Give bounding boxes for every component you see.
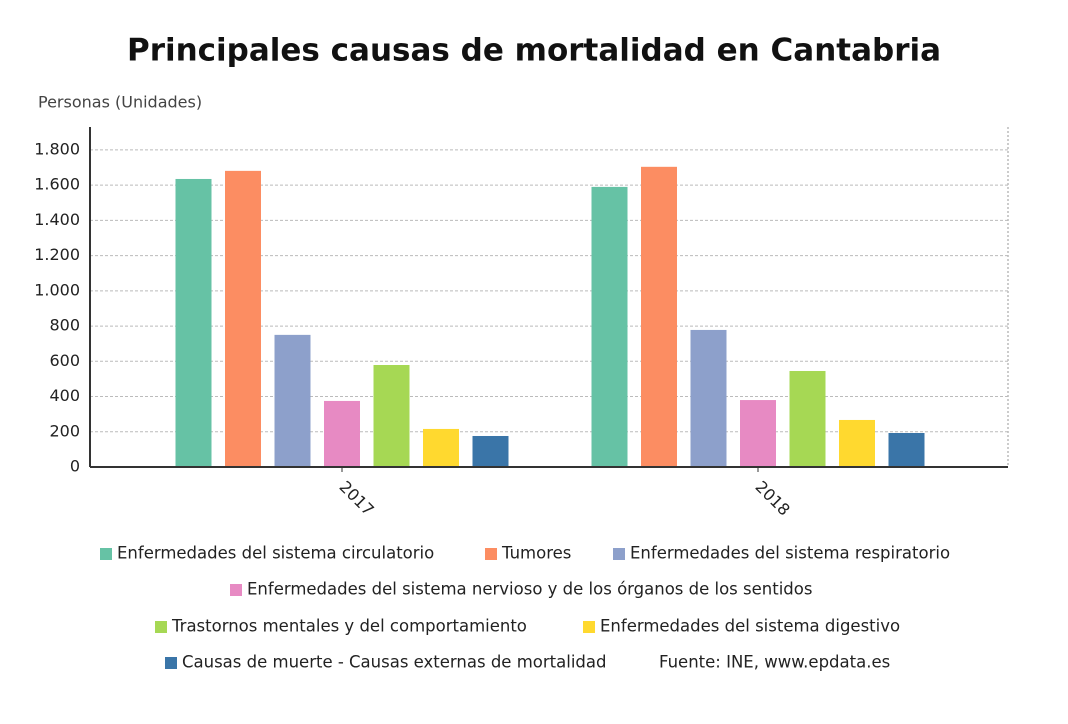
legend-swatch xyxy=(583,621,595,633)
legend-swatch xyxy=(485,548,497,560)
bar xyxy=(175,178,212,467)
y-axis-label: Personas (Unidades) xyxy=(38,93,202,112)
bar xyxy=(274,334,311,467)
y-tick-label: 1.400 xyxy=(34,210,80,229)
bar xyxy=(373,365,410,467)
y-tick-label: 1.600 xyxy=(34,175,80,194)
legend-swatch xyxy=(165,657,177,669)
bar xyxy=(324,400,360,467)
bar xyxy=(888,433,925,467)
legend-label: Tumores xyxy=(501,544,571,563)
legend-label: Causas de muerte - Causas externas de mo… xyxy=(182,653,606,672)
bar xyxy=(423,428,459,467)
legend-swatch xyxy=(155,621,167,633)
x-tick-label: 2017 xyxy=(336,477,378,519)
y-tick-label: 600 xyxy=(49,351,80,370)
bar xyxy=(690,329,727,467)
legend-label: Enfermedades del sistema circulatorio xyxy=(117,544,434,563)
bar xyxy=(591,186,628,468)
source: Fuente: INE, www.epdata.es xyxy=(659,653,890,672)
legend-swatch xyxy=(230,584,242,596)
chart-title: Principales causas de mortalidad en Cant… xyxy=(127,33,941,69)
bar xyxy=(740,400,776,467)
y-tick-label: 800 xyxy=(49,316,80,335)
y-tick-label: 200 xyxy=(49,421,80,440)
y-tick-label: 1.000 xyxy=(34,280,80,299)
bar xyxy=(839,419,875,467)
legend-label: Enfermedades del sistema respiratorio xyxy=(630,544,950,563)
y-tick-label: 400 xyxy=(49,386,80,405)
legend-label: Enfermedades del sistema nervioso y de l… xyxy=(247,580,812,599)
y-tick-label: 1.200 xyxy=(34,245,80,264)
bar xyxy=(789,370,826,467)
y-tick-label: 0 xyxy=(70,457,80,476)
x-tick-label: 2018 xyxy=(752,477,794,519)
legend-label: Trastornos mentales y del comportamiento xyxy=(171,617,527,636)
bar xyxy=(225,170,261,467)
legend-swatch xyxy=(100,548,112,560)
bar xyxy=(472,435,509,467)
bar xyxy=(641,166,677,467)
legend-label: Enfermedades del sistema digestivo xyxy=(600,617,900,636)
legend-swatch xyxy=(613,548,625,560)
y-tick-label: 1.800 xyxy=(34,139,80,158)
